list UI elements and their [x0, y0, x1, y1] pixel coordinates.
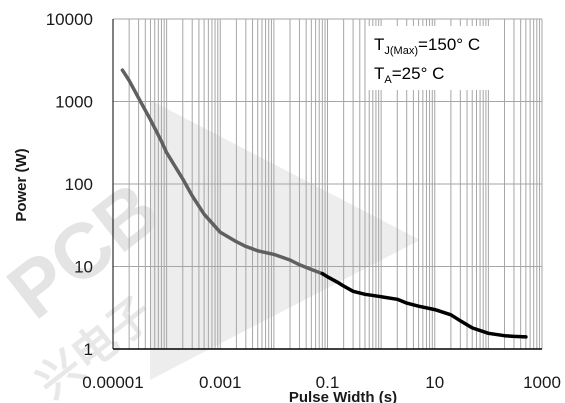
x-tick-label: 0.001 — [199, 373, 242, 392]
y-tick-labels: 1 10 100 1000 10000 — [46, 10, 93, 359]
y-tick-label: 10000 — [46, 10, 93, 29]
x-tick-label: 0.00001 — [82, 373, 143, 392]
y-tick-label: 1000 — [55, 93, 93, 112]
y-axis-title: Power (W) — [13, 148, 30, 221]
x-tick-label: 0.1 — [316, 373, 340, 392]
annotation-ta: TA=25° C — [374, 64, 444, 86]
curve-segment-long-pulse — [320, 271, 528, 339]
watermark-arrow-shape — [150, 100, 420, 380]
annotation-tj-max: TJ(Max)=150° C — [374, 35, 480, 57]
y-tick-label: 1 — [84, 340, 93, 359]
annotation-box: TJ(Max)=150° C TA=25° C — [367, 26, 500, 90]
curve-segment-short-pulse — [120, 68, 325, 276]
x-tick-label: 1000 — [523, 373, 561, 392]
y-tick-label: 10 — [74, 258, 93, 277]
x-tick-labels: 0.00001 0.001 0.1 10 1000 — [82, 373, 561, 392]
power-curve — [120, 68, 528, 339]
x-tick-label: 10 — [425, 373, 444, 392]
y-tick-label: 100 — [65, 175, 93, 194]
x-axis-title: Pulse Width (s) — [289, 389, 397, 403]
